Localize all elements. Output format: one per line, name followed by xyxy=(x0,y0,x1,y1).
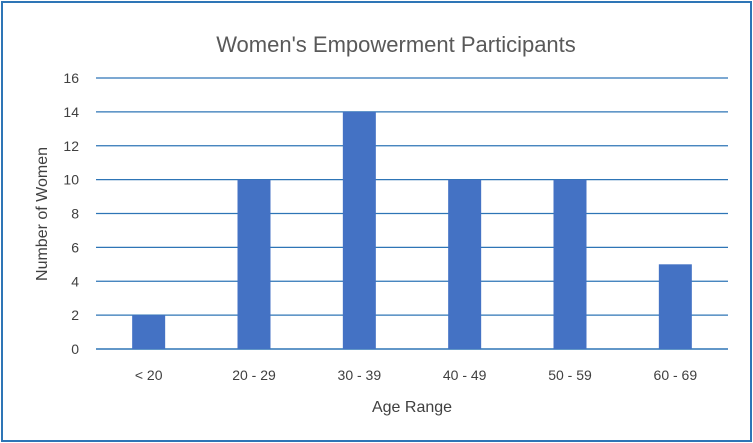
y-tick-label: 14 xyxy=(63,104,79,120)
y-tick-label: 6 xyxy=(71,239,79,255)
x-tick-label: 40 - 49 xyxy=(443,367,487,383)
x-tick-label: 60 - 69 xyxy=(654,367,698,383)
x-tick-label: < 20 xyxy=(135,367,163,383)
bar xyxy=(658,264,692,349)
bar xyxy=(237,179,271,349)
y-tick-labels: 0 2 4 6 8 10 12 14 16 xyxy=(63,70,79,357)
x-tick-label: 30 - 39 xyxy=(338,367,382,383)
x-axis-label: Age Range xyxy=(372,399,452,416)
y-tick-label: 2 xyxy=(71,307,79,323)
bars xyxy=(132,111,692,349)
x-tick-label: 50 - 59 xyxy=(548,367,592,383)
y-axis-label: Number of Women xyxy=(34,147,51,281)
y-tick-label: 8 xyxy=(71,206,79,222)
chart-title: Women's Empowerment Participants xyxy=(216,32,576,57)
bar xyxy=(342,111,376,349)
x-tick-labels: < 20 20 - 29 30 - 39 40 - 49 50 - 59 60 - 69 xyxy=(135,367,697,383)
bar xyxy=(448,179,482,349)
gridlines xyxy=(96,77,728,350)
y-tick-label: 0 xyxy=(71,341,79,357)
y-tick-label: 12 xyxy=(63,138,79,154)
y-tick-label: 10 xyxy=(63,172,79,188)
x-tick-label: 20 - 29 xyxy=(232,367,276,383)
y-tick-label: 4 xyxy=(71,273,79,289)
bar xyxy=(132,315,166,349)
y-tick-label: 16 xyxy=(63,70,79,86)
bar xyxy=(553,179,587,349)
